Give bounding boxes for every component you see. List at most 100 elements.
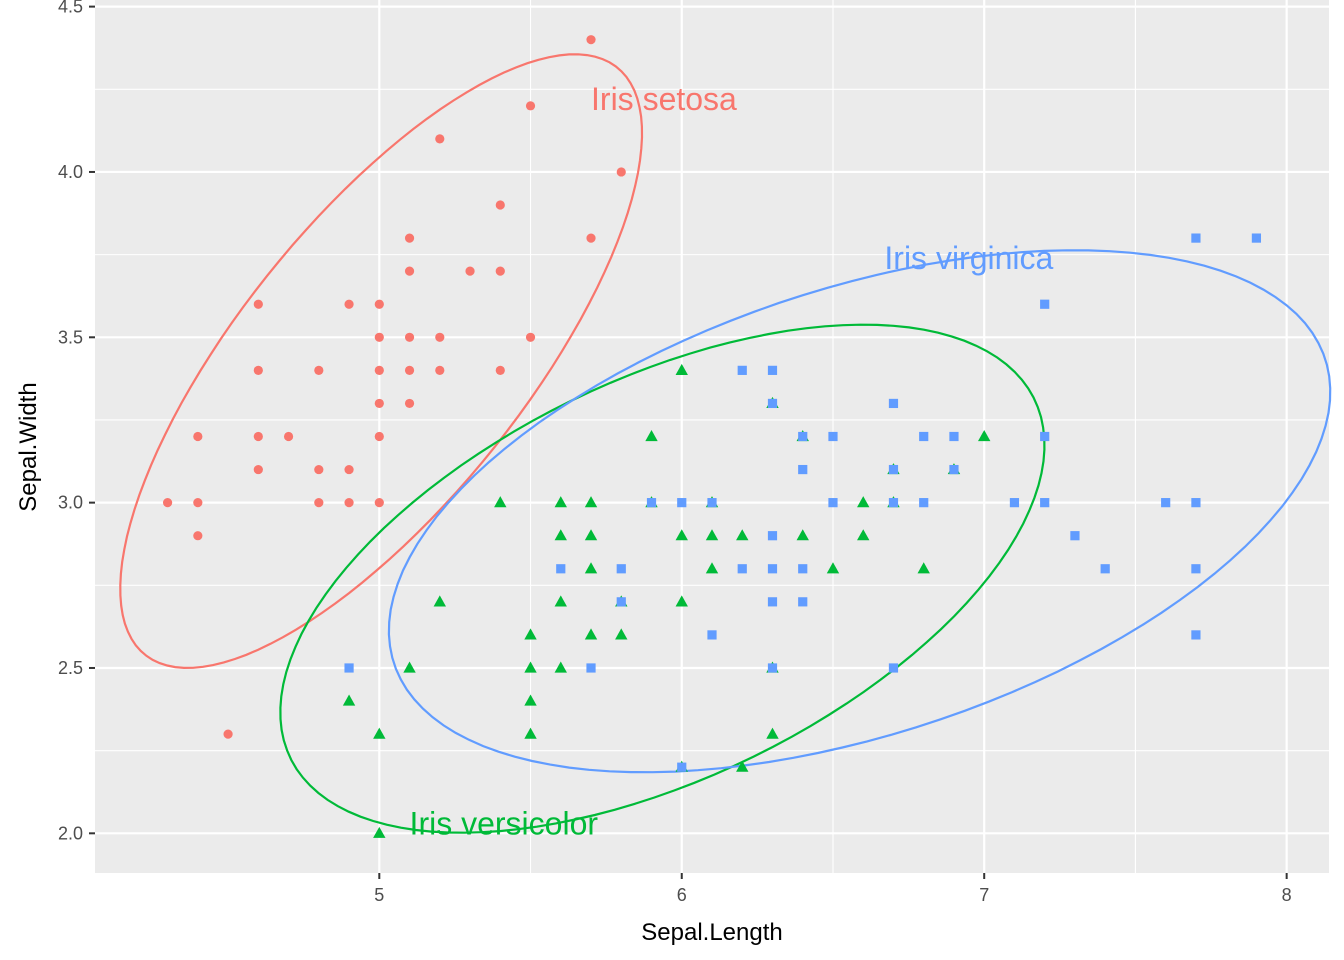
point-iris-setosa [374,431,384,442]
point-iris-setosa [314,464,324,475]
point-iris-setosa [314,365,324,375]
point-iris-virginica [1009,498,1020,508]
point-iris-setosa [374,498,384,508]
point-iris-virginica [707,498,717,508]
point-iris-setosa [253,365,263,375]
label-iris-versicolor: Iris versicolor [410,805,599,841]
point-iris-virginica [798,464,808,475]
point-iris-setosa [193,498,203,508]
point-iris-versicolor [766,727,779,739]
point-iris-virginica [828,498,838,508]
point-iris-virginica [1191,564,1201,574]
point-iris-setosa [495,200,505,210]
point-iris-versicolor [342,694,356,706]
label-iris-virginica: Iris virginica [884,240,1053,276]
point-iris-setosa [374,365,384,375]
point-iris-virginica [767,663,778,673]
point-iris-versicolor [584,628,598,640]
point-iris-virginica [798,597,808,607]
point-iris-virginica [1070,531,1080,541]
point-iris-setosa [525,101,536,111]
point-iris-versicolor [524,694,537,706]
point-iris-virginica [1191,233,1201,243]
point-iris-virginica [888,663,899,673]
point-iris-versicolor [645,430,658,442]
point-iris-versicolor [705,562,719,574]
point-iris-virginica [616,564,626,574]
point-iris-versicolor [373,826,386,838]
point-iris-setosa [374,332,384,342]
point-iris-setosa [193,431,203,442]
point-iris-versicolor [373,727,386,739]
y-axis: 2.0 2.5 3.0 3.5 4.0 4.5 [58,0,95,843]
point-iris-setosa [404,233,415,243]
point-iris-virginica [1040,299,1050,309]
x-tick-label: 7 [979,885,989,905]
point-iris-virginica [1040,431,1050,442]
point-iris-virginica [1191,498,1201,508]
point-iris-setosa [435,365,445,375]
point-iris-versicolor [524,661,537,673]
point-iris-versicolor [826,562,840,574]
point-iris-virginica [767,531,778,541]
point-iris-setosa [344,498,354,508]
point-iris-versicolor [554,529,567,541]
x-axis-title: Sepal.Length [641,919,782,946]
point-iris-versicolor [675,529,688,541]
point-iris-versicolor [524,628,537,640]
point-iris-virginica [919,431,929,442]
point-iris-setosa [193,531,203,541]
point-iris-versicolor [524,727,537,739]
point-iris-virginica [737,365,747,375]
point-iris-setosa [586,35,596,45]
ellipse-iris-versicolor [279,323,1046,834]
point-iris-versicolor [615,628,628,640]
point-iris-virginica [616,597,626,607]
point-iris-setosa [253,431,263,442]
point-iris-virginica [646,498,657,508]
point-iris-virginica [1251,233,1262,243]
y-tick-label: 2.5 [58,658,83,678]
x-tick-label: 8 [1282,885,1292,905]
point-iris-versicolor [554,595,567,607]
point-iris-virginica [767,597,778,607]
point-iris-setosa [616,167,626,177]
data-points [162,35,1262,838]
point-iris-virginica [586,663,596,673]
point-iris-setosa [253,299,263,309]
point-iris-versicolor [857,529,870,541]
point-iris-virginica [707,630,717,640]
point-iris-virginica [888,398,899,409]
x-tick-label: 5 [374,885,384,905]
point-iris-versicolor [705,529,719,541]
point-iris-setosa [404,365,415,375]
point-iris-setosa [435,134,445,144]
label-iris-setosa: Iris setosa [591,81,737,117]
point-iris-setosa [495,365,505,375]
y-tick-label: 2.0 [58,823,83,843]
point-iris-versicolor [403,661,416,673]
point-iris-setosa [404,266,415,276]
major-grid [95,0,1329,873]
point-iris-setosa [253,464,263,475]
point-iris-virginica [556,564,566,574]
point-iris-versicolor [796,529,809,541]
point-iris-virginica [677,762,687,772]
point-iris-versicolor [857,496,870,508]
point-iris-virginica [344,663,354,673]
point-iris-setosa [495,266,505,276]
point-iris-versicolor [554,661,567,673]
point-iris-virginica [737,564,747,574]
point-iris-setosa [344,464,354,475]
x-axis: 5 6 7 8 [374,873,1292,905]
y-tick-label: 3.0 [58,493,83,513]
point-iris-virginica [677,498,687,508]
point-iris-versicolor [584,496,598,508]
point-iris-virginica [1191,630,1201,640]
point-iris-virginica [919,498,929,508]
point-iris-virginica [798,431,808,442]
y-tick-label: 3.5 [58,327,83,347]
point-iris-setosa [465,266,475,276]
point-iris-setosa [404,332,415,342]
